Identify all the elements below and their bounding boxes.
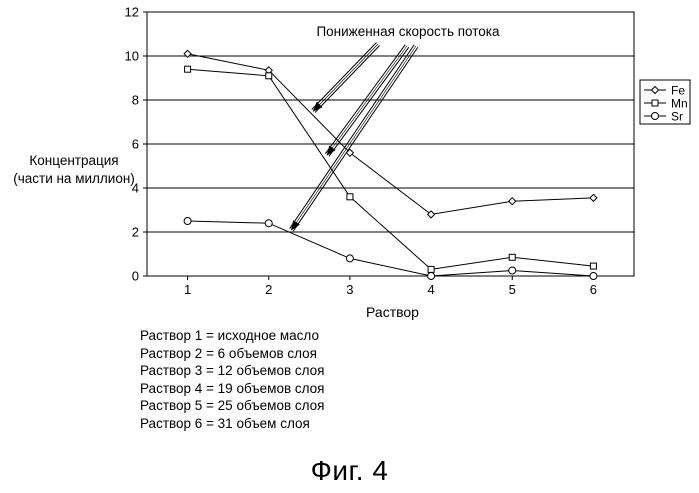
arrow-shaft — [329, 47, 409, 156]
annotation-arrow — [312, 42, 380, 112]
note-line: Раствор 4 = 19 объемов слоя — [140, 380, 325, 398]
x-tick-label: 3 — [346, 282, 353, 297]
figure-caption: Фиг. 4 — [0, 455, 699, 487]
point-sr — [590, 273, 597, 280]
gridlines — [147, 56, 634, 232]
arrow-shaft — [325, 45, 405, 154]
point-mn — [185, 66, 191, 72]
x-tick-label: 4 — [427, 282, 434, 297]
note-line: Раствор 1 = исходное масло — [140, 327, 325, 345]
series-mn — [185, 66, 597, 272]
arrow-shaft — [290, 45, 415, 229]
note-line: Раствор 3 = 12 объемов слоя — [140, 362, 325, 380]
series-line-sr — [188, 221, 594, 276]
y-tick-label: 8 — [132, 93, 139, 108]
y-tick-label: 6 — [132, 137, 139, 152]
y-axis-title-line-1: Концентрация — [0, 152, 148, 170]
x-axis-ticks: 1 2 3 4 5 6 — [184, 276, 597, 297]
legend-marker-mn — [652, 100, 658, 106]
data-series — [184, 50, 597, 279]
note-line: Раствор 2 = 6 объемов слоя — [140, 345, 325, 363]
point-sr — [428, 273, 435, 280]
annotation-text: Пониженная скорость потока — [316, 24, 500, 39]
y-tick-label: 0 — [132, 269, 139, 284]
point-mn — [428, 266, 434, 272]
legend-marker-sr — [652, 113, 659, 120]
point-mn — [509, 254, 515, 260]
point-sr — [184, 218, 191, 225]
point-sr — [265, 220, 272, 227]
legend: FeMnSr — [640, 80, 690, 124]
y-tick-label: 12 — [125, 5, 139, 20]
series-sr — [184, 218, 597, 280]
series-line-mn — [188, 69, 594, 269]
y-tick-label: 10 — [125, 49, 139, 64]
arrow-shaft — [293, 47, 418, 231]
point-sr — [509, 267, 516, 274]
point-mn — [266, 73, 272, 79]
point-fe — [590, 194, 597, 201]
y-axis-ticks: 024681012 — [125, 5, 147, 284]
annotation: Пониженная скорость потока — [290, 24, 500, 231]
x-tick-label: 1 — [184, 282, 191, 297]
x-tick-label: 5 — [509, 282, 516, 297]
point-mn — [347, 194, 353, 200]
x-axis-label: Раствор — [366, 304, 419, 320]
series-fe — [184, 50, 597, 218]
x-tick-label: 2 — [265, 282, 272, 297]
y-axis-title-line-2: (части на миллион) — [0, 170, 148, 188]
series-line-fe — [188, 54, 594, 215]
legend-label: Fe — [671, 84, 685, 98]
note-line: Раствор 5 = 25 объемов слоя — [140, 397, 325, 415]
solution-notes: Раствор 1 = исходное масло Раствор 2 = 6… — [140, 327, 325, 432]
legend-label: Mn — [671, 97, 688, 111]
x-tick-label: 6 — [590, 282, 597, 297]
point-mn — [590, 263, 596, 269]
point-sr — [346, 255, 353, 262]
y-tick-label: 2 — [132, 225, 139, 240]
y-axis-title: Концентрация (части на миллион) — [0, 152, 148, 188]
arrow-head — [313, 44, 378, 111]
point-fe — [509, 198, 516, 205]
arrow-shaft — [312, 42, 377, 109]
note-line: Раствор 6 = 31 объем слоя — [140, 415, 325, 433]
legend-label: Sr — [671, 110, 683, 124]
